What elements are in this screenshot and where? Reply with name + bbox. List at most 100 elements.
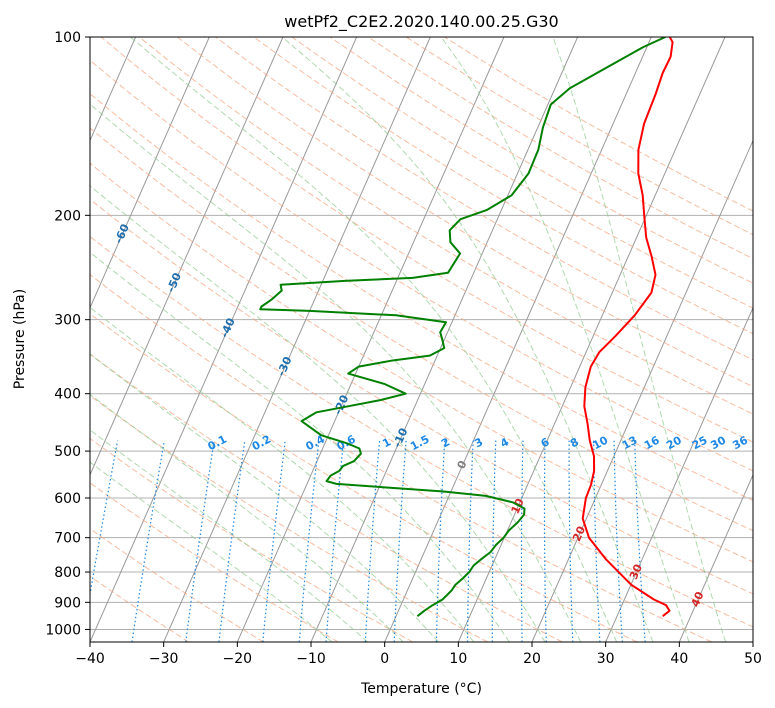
isotherm-line bbox=[678, 473, 753, 642]
dewpoint-profile bbox=[259, 37, 666, 617]
y-tick-label: 100 bbox=[54, 30, 81, 46]
isotherm-line bbox=[90, 37, 210, 309]
y-tick-label: 1000 bbox=[45, 622, 81, 638]
mixing-ratio-label: 16 bbox=[642, 433, 662, 452]
isotherm-label: -50 bbox=[164, 271, 184, 295]
isotherm-line bbox=[90, 37, 137, 142]
mixing-ratio-label: 36 bbox=[730, 433, 750, 452]
dry-adiabat bbox=[177, 37, 753, 388]
dry-adiabat bbox=[90, 274, 712, 642]
x-tick-label: 0 bbox=[380, 651, 389, 667]
mixing-ratio-label: 8 bbox=[568, 435, 581, 450]
moist-adiabat bbox=[90, 429, 369, 642]
isotherm-line bbox=[163, 37, 431, 642]
mixing-ratio-line bbox=[298, 440, 320, 642]
moist-adiabat bbox=[90, 185, 546, 642]
isotherm-line bbox=[531, 139, 753, 642]
x-tick-label: 30 bbox=[597, 651, 615, 667]
mixing-ratio-line bbox=[520, 440, 524, 642]
dry-adiabat bbox=[253, 37, 753, 335]
dry-adiabat bbox=[90, 437, 414, 642]
temperature-profile bbox=[581, 37, 674, 617]
x-tick-label: −10 bbox=[296, 651, 326, 667]
isotherm-label: 0 bbox=[455, 458, 470, 471]
dry-adiabat bbox=[90, 353, 563, 642]
moist-adiabat bbox=[90, 251, 510, 642]
y-axis-ticks: 100 200 300 400 500 600 700 800 900 1000 bbox=[45, 30, 90, 638]
moist-adiabat bbox=[90, 353, 439, 642]
mixing-ratio-line bbox=[435, 440, 446, 642]
dry-adiabat bbox=[329, 37, 753, 284]
isotherm-label: -60 bbox=[112, 222, 132, 246]
y-tick-label: 300 bbox=[54, 313, 81, 329]
y-tick-label: 600 bbox=[54, 491, 81, 507]
isotherm-line bbox=[310, 37, 579, 642]
x-tick-label: 10 bbox=[449, 651, 467, 667]
pressure-gridlines bbox=[90, 37, 753, 630]
mixing-ratio-line bbox=[325, 440, 345, 642]
mixing-ratio-line bbox=[185, 440, 215, 642]
moist-adiabat bbox=[281, 37, 654, 642]
mixing-ratio-line bbox=[131, 440, 165, 642]
mixing-ratio-label: 3 bbox=[472, 435, 485, 450]
dry-adiabat bbox=[90, 235, 753, 628]
dry-adiabat bbox=[90, 313, 638, 642]
moist-adiabat bbox=[130, 37, 618, 642]
mixing-ratio-line bbox=[491, 440, 497, 642]
dry-adiabat bbox=[90, 395, 488, 642]
mixing-ratio-label: 2 bbox=[439, 435, 452, 450]
moist-adiabat bbox=[90, 103, 582, 642]
mixing-ratio-label: 30 bbox=[708, 433, 728, 452]
mixing-ratio-line bbox=[593, 440, 601, 642]
x-axis-ticks: −40 −30 −20 −10 0 10 20 30 40 50 bbox=[75, 642, 762, 667]
mixing-ratio-line bbox=[393, 440, 407, 642]
isotherm-line bbox=[236, 37, 505, 642]
mixing-ratio-line bbox=[90, 440, 119, 598]
mixing-ratio-line bbox=[364, 440, 381, 642]
mixing-ratio-label: 0.1 bbox=[206, 433, 229, 454]
x-tick-label: −20 bbox=[223, 651, 253, 667]
isotherm-label: -10 bbox=[391, 426, 411, 450]
dry-adiabat bbox=[90, 575, 190, 642]
y-tick-label: 700 bbox=[54, 531, 81, 547]
y-tick-label: 500 bbox=[54, 444, 81, 460]
x-tick-label: −30 bbox=[149, 651, 179, 667]
isotherm-line bbox=[90, 37, 358, 642]
mixing-ratio-line bbox=[634, 440, 646, 642]
dry-adiabat bbox=[444, 37, 753, 212]
mixing-ratio-label: 4 bbox=[498, 435, 511, 450]
x-tick-label: −40 bbox=[75, 651, 105, 667]
mixing-ratio-label: 13 bbox=[620, 434, 640, 453]
dry-adiabat bbox=[90, 198, 753, 595]
mixing-ratio-line bbox=[218, 440, 246, 642]
x-tick-label: 20 bbox=[523, 651, 541, 667]
chart-title: wetPf2_C2E2.2020.140.00.25.G30 bbox=[284, 12, 558, 32]
mixing-ratio-label: 1.5 bbox=[408, 433, 431, 454]
dry-adiabats bbox=[90, 37, 753, 642]
mixing-ratio-line bbox=[466, 440, 474, 642]
y-axis-label: Pressure (hPa) bbox=[12, 289, 28, 389]
plot-frame bbox=[89, 36, 754, 643]
moist-adiabat bbox=[552, 37, 727, 642]
x-tick-label: 50 bbox=[744, 651, 762, 667]
plot-area: -100-90-80-70-60-50-40-30-20-10010203040… bbox=[6, 37, 753, 642]
moist-adiabats bbox=[90, 37, 727, 642]
y-tick-label: 800 bbox=[54, 565, 81, 581]
isotherm-label: -80 bbox=[6, 129, 26, 153]
mixing-ratio-line bbox=[543, 440, 547, 642]
mixing-ratio-label: 6 bbox=[539, 435, 552, 450]
moist-adiabat bbox=[440, 37, 690, 642]
moist-adiabat bbox=[90, 461, 333, 642]
isotherm-line bbox=[605, 306, 753, 642]
mixing-ratio-label: 20 bbox=[664, 433, 684, 452]
dry-adiabat bbox=[90, 127, 753, 532]
dry-adiabat bbox=[291, 37, 753, 309]
sounding-profiles bbox=[259, 37, 674, 617]
isotherm-line bbox=[384, 37, 652, 642]
y-tick-label: 200 bbox=[54, 208, 81, 224]
mixing-ratio-line bbox=[613, 440, 623, 642]
isotherm-line bbox=[90, 37, 284, 477]
mixing-ratio-label: 25 bbox=[690, 434, 710, 453]
